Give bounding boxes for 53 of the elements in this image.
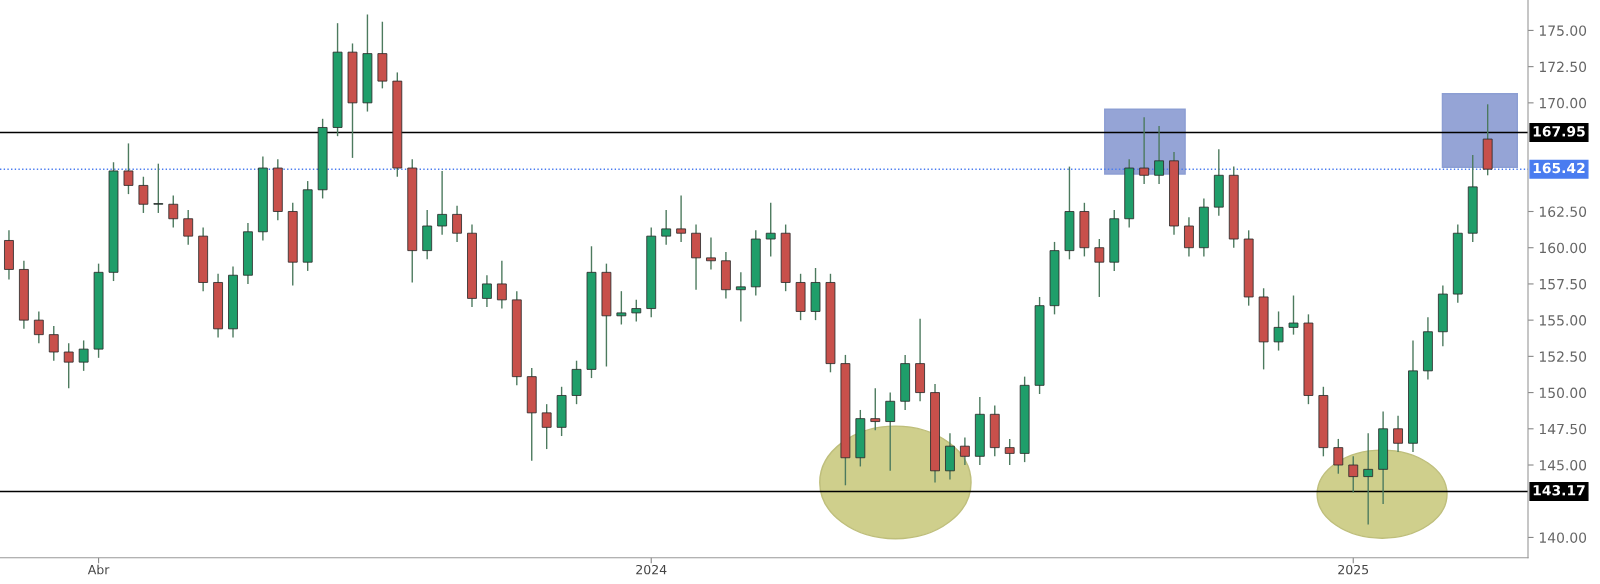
candlestick	[33, 310, 44, 345]
candlestick	[1288, 294, 1299, 336]
candlestick	[168, 194, 179, 229]
candlestick	[676, 194, 686, 243]
candlestick	[616, 290, 627, 326]
candlestick	[1363, 432, 1374, 526]
candlestick	[541, 403, 552, 450]
candlestick	[48, 325, 59, 362]
candlestick	[153, 162, 164, 214]
candlestick	[452, 205, 462, 243]
candlestick	[78, 339, 89, 372]
y-tick-label: 175.00	[1539, 25, 1587, 36]
candlestick	[1004, 438, 1015, 466]
candlestick	[183, 209, 194, 246]
candlestick	[1139, 116, 1150, 185]
candlestick	[1094, 238, 1105, 298]
x-tick-label: 2024	[636, 564, 667, 575]
candlestick	[1273, 310, 1284, 352]
ref-line-label: 167.95	[1533, 126, 1585, 137]
x-tick-label: Abr	[87, 564, 110, 575]
ref-line-label: 165.42	[1533, 162, 1585, 174]
candlestick	[1348, 455, 1359, 494]
candlestick	[631, 299, 642, 323]
candlestick	[1184, 216, 1194, 258]
y-tick-label: 172.50	[1539, 61, 1587, 73]
candlestick	[1333, 438, 1344, 475]
candlestick	[959, 436, 970, 466]
candlestick	[735, 271, 746, 323]
candlestick	[870, 387, 881, 431]
candlestick	[63, 342, 74, 389]
y-tick-label: 170.00	[1539, 97, 1587, 109]
y-tick-label: 147.50	[1539, 423, 1587, 435]
candlestick	[885, 391, 896, 472]
y-tick-label: 162.50	[1539, 206, 1587, 217]
candlestick	[496, 260, 507, 310]
y-tick-label: 140.00	[1539, 532, 1587, 543]
candlestick	[138, 176, 149, 214]
y-tick-label: 157.50	[1539, 278, 1587, 290]
y-tick-label: 150.00	[1539, 387, 1587, 399]
ref-line-label: 143.17	[1533, 485, 1585, 496]
candlestick	[765, 202, 776, 258]
y-tick-label: 152.50	[1539, 351, 1587, 362]
candlestick	[123, 142, 134, 195]
y-tick-label: 155.00	[1539, 315, 1587, 326]
y-tick-label: 145.00	[1539, 459, 1587, 471]
candlestick	[1393, 415, 1403, 453]
candlestick	[1154, 125, 1164, 185]
candlestick	[706, 236, 716, 271]
y-tick-label: 160.00	[1539, 242, 1587, 254]
x-tick-label: 2025	[1338, 564, 1369, 575]
candlestick	[482, 274, 492, 308]
candlestick	[661, 209, 672, 246]
candlestick	[437, 170, 448, 236]
